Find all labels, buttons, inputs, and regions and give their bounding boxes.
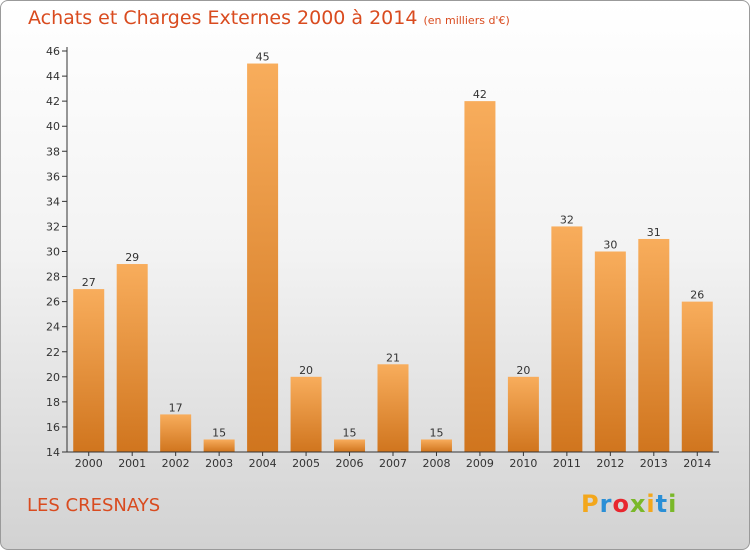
bar-value-label: 17 (169, 401, 183, 414)
bar-value-label: 29 (125, 251, 139, 264)
y-tick-label: 42 (46, 95, 60, 108)
bar (116, 264, 148, 452)
x-tick-label: 2013 (640, 457, 668, 470)
bar-value-label: 27 (82, 276, 96, 289)
x-tick-label: 2007 (379, 457, 407, 470)
x-tick-label: 2014 (683, 457, 711, 470)
y-tick-label: 32 (46, 220, 60, 233)
bar (377, 364, 409, 452)
commune-name: LES CRESNAYS (27, 495, 161, 516)
chart-title-text: Achats et Charges Externes 2000 à 2014 (28, 7, 418, 29)
x-tick-label: 2004 (249, 457, 277, 470)
y-tick-label: 14 (46, 446, 60, 459)
bar-value-label: 30 (603, 239, 617, 252)
y-tick-label: 30 (46, 246, 60, 259)
x-tick-label: 2000 (75, 457, 103, 470)
x-tick-label: 2005 (292, 457, 320, 470)
x-axis: 2000 2001 2002 2003 2004 2005 2006 2007 2008 2009… (67, 451, 719, 470)
y-tick-label: 18 (46, 396, 60, 409)
bar (638, 238, 670, 452)
bar-value-label: 42 (473, 88, 487, 101)
y-tick-label: 36 (46, 170, 60, 183)
y-tick-label: 46 (46, 45, 60, 58)
y-tick-label: 22 (46, 346, 60, 359)
x-tick-label: 2002 (162, 457, 190, 470)
x-tick-label: 2011 (553, 457, 581, 470)
x-tick-label: 2006 (336, 457, 364, 470)
logo-letter: t (655, 490, 669, 518)
bar (334, 439, 366, 452)
logo-letter: x (629, 490, 647, 518)
x-tick-label: 2001 (118, 457, 146, 470)
y-tick-label: 40 (46, 120, 60, 133)
bar-value-label: 32 (560, 213, 574, 226)
x-tick-label: 2008 (422, 457, 450, 470)
y-tick-label: 24 (46, 321, 60, 334)
bar (247, 63, 279, 452)
logo-letter: o (612, 490, 630, 518)
y-tick-label: 28 (46, 271, 60, 284)
y-tick-label: 44 (46, 70, 60, 83)
bar-value-label: 20 (516, 364, 530, 377)
bar-value-label: 31 (647, 226, 661, 239)
y-tick-label: 26 (46, 296, 60, 309)
y-axis: 14 16 18 20 22 24 26 28 30 32 34 36 38 40 42 44 46 (46, 45, 68, 459)
bar (73, 289, 105, 452)
bar-series: 27 29 17 15 45 20 15 21 15 42 20 32 30 31 26 (73, 51, 713, 452)
x-tick-label: 2010 (509, 457, 537, 470)
y-tick-label: 20 (46, 371, 60, 384)
bar-value-label: 45 (256, 51, 270, 64)
y-tick-label: 16 (46, 421, 60, 434)
logo-letter: r (599, 490, 613, 518)
bar (551, 226, 583, 452)
bar-value-label: 15 (429, 426, 443, 439)
chart-subtitle: (en milliers d'€) (423, 14, 510, 27)
bar (203, 439, 235, 452)
bar-value-label: 21 (386, 351, 400, 364)
y-tick-label: 34 (46, 195, 60, 208)
bar (420, 439, 452, 452)
x-tick-label: 2009 (466, 457, 494, 470)
y-tick-label: 38 (46, 145, 60, 158)
bar-value-label: 15 (343, 426, 357, 439)
logo-letter: P (581, 490, 600, 518)
bar (160, 414, 192, 452)
bar (681, 301, 713, 452)
x-tick-label: 2003 (205, 457, 233, 470)
bar-value-label: 26 (690, 289, 704, 302)
bar (464, 101, 496, 452)
logo-letter: i (668, 490, 678, 518)
x-tick-label: 2012 (596, 457, 624, 470)
logo-letter: i (646, 490, 656, 518)
chart-title: Achats et Charges Externes 2000 à 2014 (e… (28, 7, 510, 29)
proxiti-logo: Proxiti (581, 490, 677, 518)
bar-value-label: 20 (299, 364, 313, 377)
bar (507, 376, 539, 452)
bar (594, 251, 626, 452)
bar-value-label: 15 (212, 426, 226, 439)
bar (290, 376, 322, 452)
